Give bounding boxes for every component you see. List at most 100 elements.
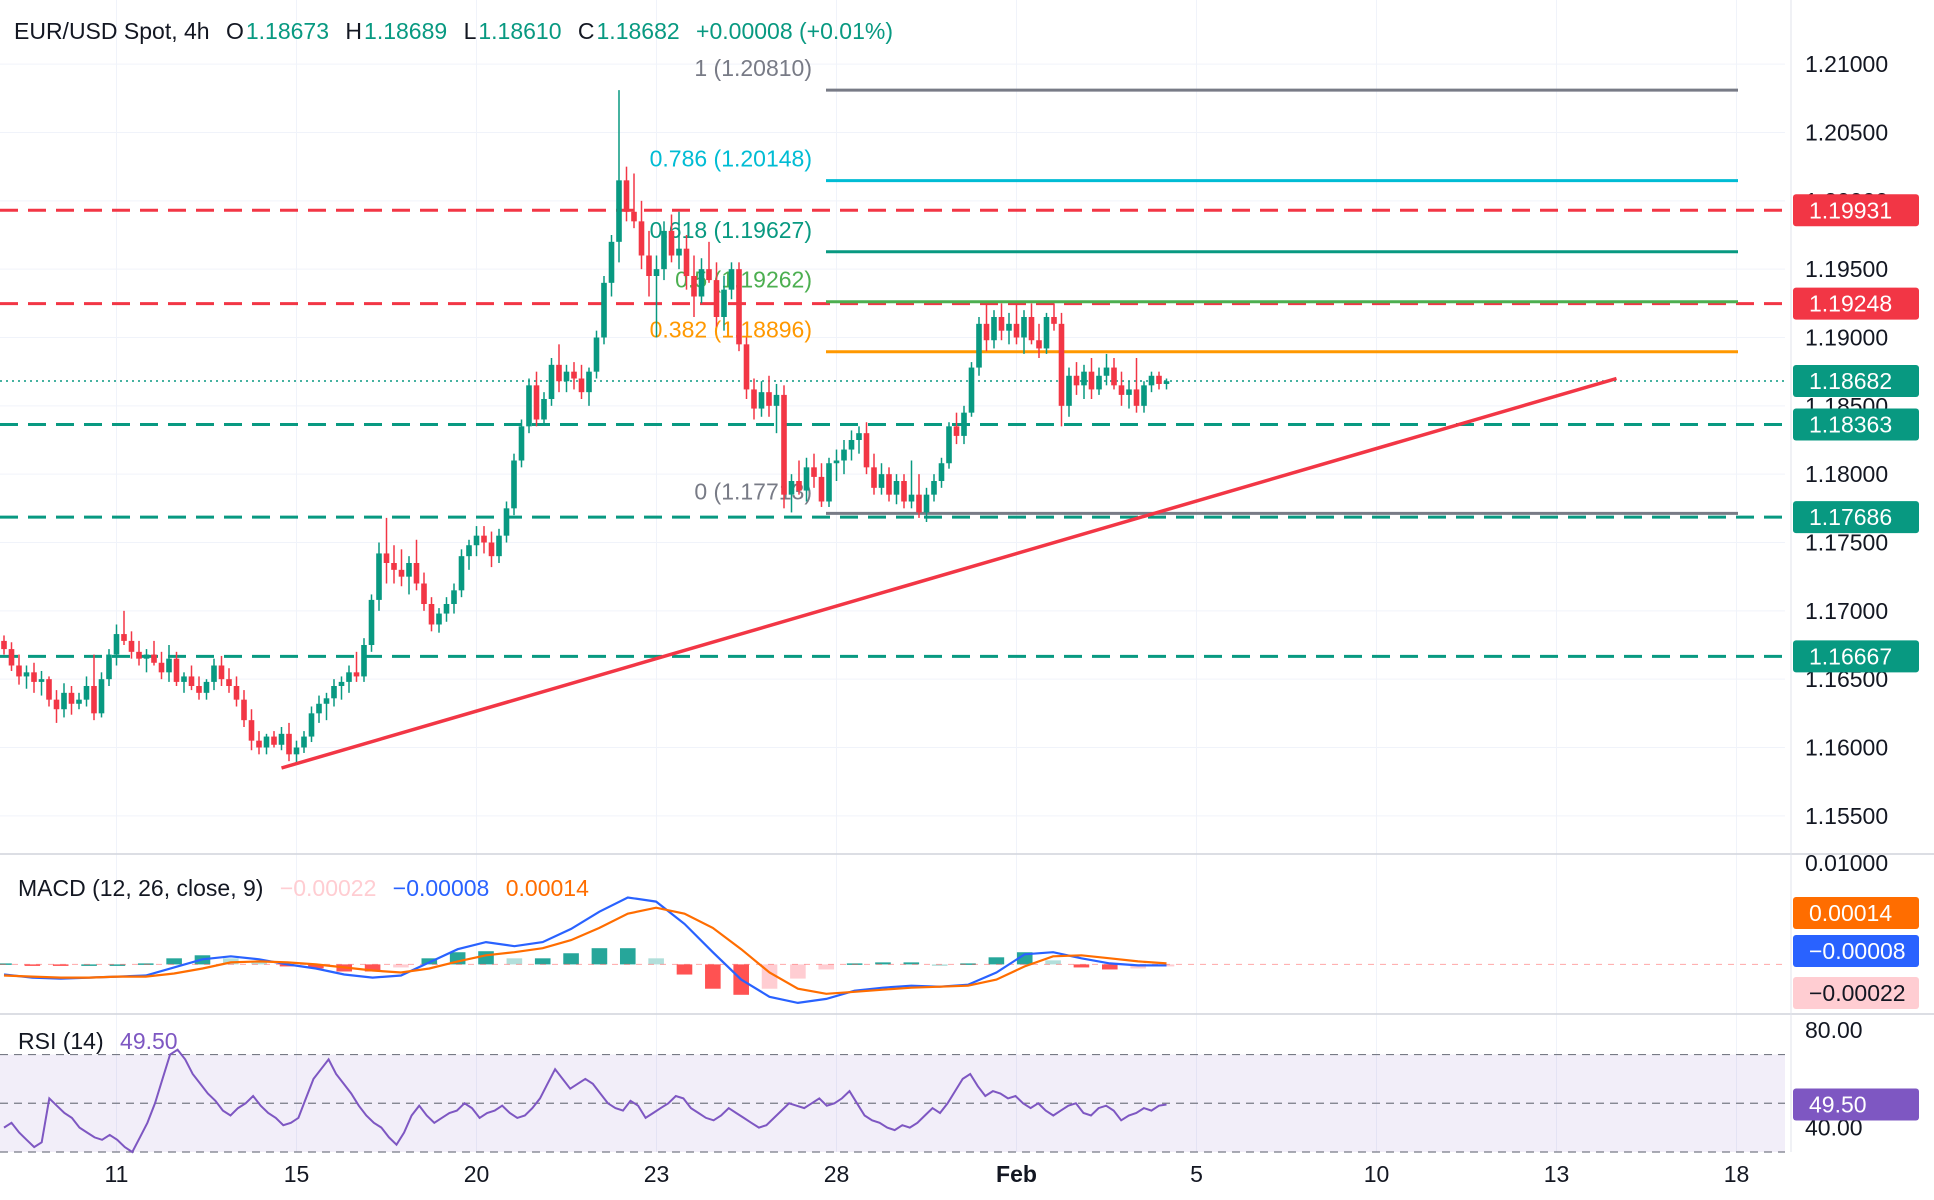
candle-body: [443, 604, 450, 614]
price-tag-bg: [1793, 501, 1919, 534]
candle-body: [166, 658, 172, 673]
y-tick-label: 1.17500: [1805, 530, 1888, 556]
candle-body: [998, 317, 1005, 331]
candle-body: [983, 323, 990, 341]
candle-body: [1066, 375, 1072, 406]
candle-body: [226, 679, 232, 686]
candle-body: [83, 686, 90, 700]
macd-legend: MACD (12, 26, close, 9) −0.00022 −0.0000…: [18, 875, 591, 902]
macd-legend-signal: 0.00014: [505, 875, 589, 901]
candle-body: [1051, 317, 1057, 324]
candle-body: [503, 508, 510, 536]
macd-histogram-bar: [875, 962, 891, 965]
candle-body: [668, 230, 675, 256]
high-value: 1.18689: [364, 18, 448, 44]
candle-body: [758, 392, 765, 409]
price-tag: 1.18682: [1809, 368, 1892, 394]
symbol-label: EUR/USD Spot, 4h: [14, 18, 210, 44]
candle-body: [278, 733, 285, 745]
candle-body: [248, 720, 255, 741]
candle-body: [323, 698, 330, 704]
x-tick-label: 15: [284, 1161, 310, 1187]
candle-body: [713, 280, 720, 317]
candle-body: [466, 545, 472, 557]
candle-body: [143, 654, 150, 659]
macd-histogram-bar: [1101, 964, 1118, 970]
candle-body: [428, 604, 435, 625]
candle-body: [1028, 317, 1035, 341]
candle-body: [8, 649, 15, 666]
open-value: 1.18673: [245, 18, 330, 44]
candle-body: [863, 433, 870, 468]
candle-body: [368, 599, 375, 645]
candle-body: [1013, 323, 1020, 338]
candle-body: [548, 364, 555, 399]
horizontal-levels: [0, 208, 1785, 658]
candle-body: [286, 733, 292, 755]
candle-body: [1133, 389, 1140, 406]
candle-body: [128, 640, 135, 652]
candle-body: [871, 467, 877, 488]
candle-body: [1156, 375, 1162, 384]
macd-histogram-bar: [109, 964, 126, 966]
price-tag: 1.19931: [1809, 197, 1892, 223]
candle-body: [23, 672, 30, 677]
candle-body: [691, 276, 697, 297]
candle-body: [1006, 323, 1012, 331]
candle-body: [376, 553, 382, 600]
signal-line: [3, 906, 1167, 995]
macd-histogram-bar: [676, 964, 693, 975]
x-tick-label: Feb: [996, 1161, 1037, 1187]
candle-body: [1118, 385, 1125, 395]
candle-body: [173, 658, 180, 682]
candle-body: [766, 392, 772, 406]
candle-body: [458, 556, 465, 591]
price-tag-bg: [1793, 408, 1919, 441]
macd-tag-macd: −0.00008: [1809, 938, 1906, 964]
candle-body: [796, 481, 802, 491]
candle-body: [893, 481, 900, 495]
candle-body: [818, 476, 825, 502]
candle-body: [623, 180, 630, 212]
candle-body: [578, 378, 585, 393]
ascending-trendline[interactable]: [281, 376, 1617, 770]
candle-body: [721, 289, 727, 317]
candle-body: [406, 563, 412, 577]
macd-histogram-bar: [563, 953, 579, 965]
candle-body: [451, 590, 457, 604]
candle-body: [811, 467, 817, 477]
candlestick-series: [1, 90, 1170, 764]
candle-body: [488, 542, 495, 557]
candle-body: [878, 474, 885, 488]
price-tag-bg: [1793, 640, 1919, 673]
price-tag: 1.17686: [1809, 504, 1892, 530]
candle-body: [1, 640, 7, 650]
fib-level-label: 0 (1.17713): [694, 478, 812, 504]
candle-body: [1036, 340, 1042, 349]
macd-tag-signal-bg: [1793, 896, 1919, 929]
candle-body: [211, 665, 217, 682]
rsi-line: [3, 1048, 1167, 1154]
candle-body: [938, 463, 945, 481]
trendline[interactable]: [281, 376, 1617, 770]
candle-body: [848, 440, 855, 450]
candle-body: [338, 681, 345, 686]
candle-body: [856, 433, 862, 440]
candle-body: [526, 385, 532, 427]
candle-body: [511, 460, 517, 509]
candle-body: [91, 686, 97, 714]
candle-body: [698, 269, 705, 297]
high-key: H: [345, 18, 363, 44]
candle-body: [886, 474, 892, 495]
candle-body: [638, 221, 645, 256]
candle-body: [571, 371, 577, 379]
candle-body: [728, 269, 735, 290]
candle-body: [608, 241, 615, 283]
candle-body: [256, 740, 262, 748]
candle-body: [38, 679, 45, 682]
candle-body: [676, 248, 682, 256]
macd-histogram-bar: [960, 963, 976, 965]
candle-body: [331, 686, 337, 699]
macd-histogram-bar: [251, 962, 267, 965]
